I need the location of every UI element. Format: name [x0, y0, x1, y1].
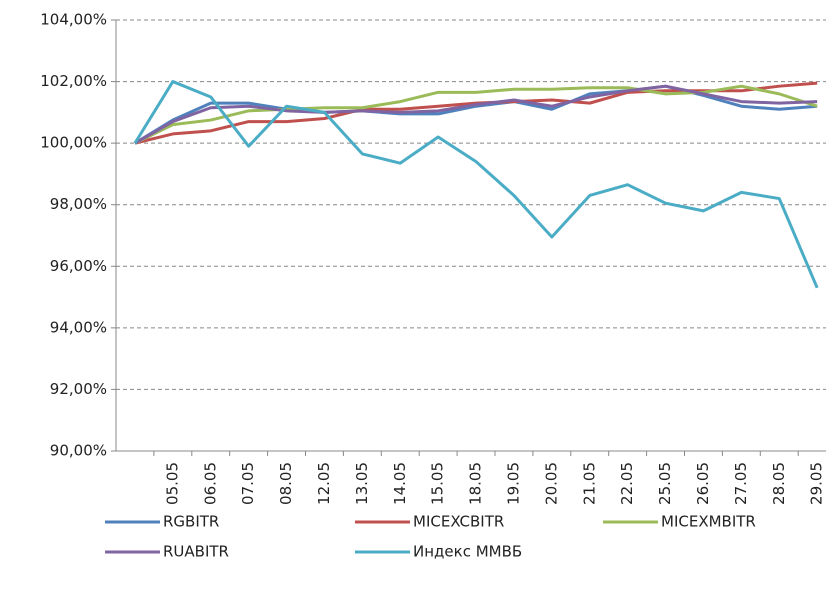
x-tick-label: 28.05 — [770, 462, 788, 505]
y-tick-label: 98,00% — [50, 195, 107, 213]
x-tick-label: 27.05 — [732, 462, 750, 505]
legend-label: MICEXCBITR — [413, 513, 504, 531]
legend-label: Индекс ММВБ — [413, 543, 522, 561]
x-tick-label: 20.05 — [542, 462, 560, 505]
series-line — [134, 84, 818, 145]
x-tick-label: 21.05 — [580, 462, 598, 505]
x-tick-label: 18.05 — [467, 462, 485, 505]
x-tick-label: 29.05 — [808, 462, 826, 505]
x-tick-label: 05.05 — [163, 462, 181, 505]
legend-label: MICEXMBITR — [661, 513, 756, 531]
y-tick-label: 96,00% — [50, 257, 107, 275]
x-tick-label: 15.05 — [429, 462, 447, 505]
x-tick-label: 14.05 — [391, 462, 409, 505]
legend-label: RUABITR — [163, 543, 229, 561]
x-tick-label: 06.05 — [201, 462, 219, 505]
y-tick-label: 94,00% — [50, 318, 107, 336]
x-tick-label: 13.05 — [353, 462, 371, 505]
x-tick-label: 25.05 — [656, 462, 674, 505]
y-tick-label: 100,00% — [40, 134, 107, 152]
y-tick-label: 104,00% — [40, 11, 107, 29]
y-tick-label: 102,00% — [40, 72, 107, 90]
x-tick-label: 22.05 — [618, 462, 636, 505]
series-line — [133, 80, 819, 289]
series-line — [134, 81, 818, 145]
x-tick-label: 26.05 — [694, 462, 712, 505]
y-tick-label: 92,00% — [50, 380, 107, 398]
series-line — [134, 84, 818, 145]
legend-label: RGBITR — [163, 513, 219, 531]
series-line — [134, 84, 818, 145]
x-tick-label: 08.05 — [277, 462, 295, 505]
x-tick-label: 07.05 — [239, 462, 257, 505]
x-tick-label: 19.05 — [504, 462, 522, 505]
y-tick-label: 90,00% — [50, 442, 107, 460]
x-tick-label: 12.05 — [315, 462, 333, 505]
